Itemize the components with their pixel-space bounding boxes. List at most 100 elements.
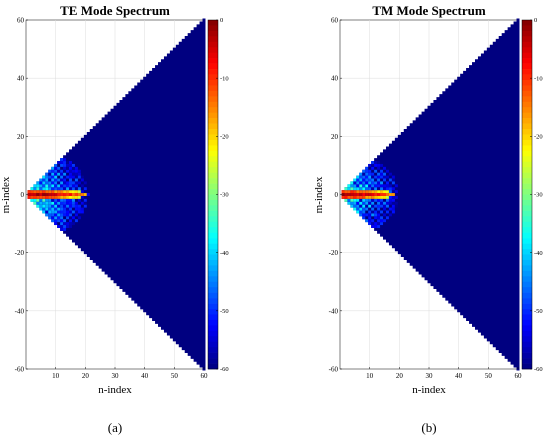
heatmap-cell xyxy=(60,219,64,223)
y-tick-label: -20 xyxy=(15,249,25,257)
heatmap-cell xyxy=(77,195,81,199)
heatmap-cell xyxy=(69,225,72,228)
heatmap-cell xyxy=(60,187,64,191)
colorbar-segment xyxy=(208,259,218,266)
heatmap-cell xyxy=(57,204,61,208)
colorbar-segment xyxy=(522,347,532,353)
heatmap-cell xyxy=(60,225,64,228)
heatmap-cell xyxy=(388,190,392,194)
x-tick-label: 40 xyxy=(141,372,149,380)
heatmap-cell xyxy=(344,190,348,194)
heatmap-cell xyxy=(356,178,360,182)
heatmap-cell xyxy=(74,204,78,208)
colorbar-segment xyxy=(522,270,532,277)
colorbar-segment xyxy=(208,189,218,195)
colorbar-segment xyxy=(208,265,218,272)
heatmap-cell xyxy=(63,161,67,164)
heatmap-cell xyxy=(71,163,75,167)
tm-y-ticks: -60 -40 -20 0 20 40 60 xyxy=(329,17,342,374)
heatmap-cell xyxy=(71,193,75,196)
heatmap-cell xyxy=(380,210,384,214)
heatmap-cell xyxy=(69,216,72,220)
heatmap-cell xyxy=(374,190,378,194)
heatmap-cell xyxy=(377,225,381,228)
heatmap-cell xyxy=(71,210,75,214)
heatmap-cell xyxy=(54,210,58,214)
heatmap-cell xyxy=(48,193,52,196)
heatmap-cell xyxy=(63,225,67,228)
heatmap-cell xyxy=(371,178,375,182)
heatmap-cell xyxy=(380,172,384,176)
heatmap-cell xyxy=(45,175,49,179)
colorbar-segment xyxy=(522,79,532,86)
heatmap-cell xyxy=(80,195,84,199)
heatmap-cell xyxy=(42,190,46,194)
heatmap-cell xyxy=(71,195,75,199)
colorbar-segment xyxy=(208,363,218,370)
colorbar-segment xyxy=(208,47,218,54)
heatmap-cell xyxy=(66,181,70,185)
colorbar-segment xyxy=(208,341,218,348)
colorbar-segment xyxy=(522,238,532,244)
colorbar-segment xyxy=(522,281,532,288)
heatmap-cell xyxy=(368,219,372,223)
heatmap-cell xyxy=(63,163,67,167)
heatmap-cell xyxy=(60,195,64,199)
heatmap-cell xyxy=(74,178,78,182)
colorbar-segment xyxy=(522,287,532,293)
heatmap-cell xyxy=(63,187,67,191)
heatmap-cell xyxy=(48,198,52,202)
heatmap-cell xyxy=(368,210,372,214)
heatmap-cell xyxy=(63,210,67,214)
colorbar-segment xyxy=(522,69,532,75)
heatmap-cell xyxy=(380,216,384,220)
colorbar-segment xyxy=(208,172,218,179)
heatmap-cell xyxy=(383,207,386,211)
heatmap-cell xyxy=(51,187,55,191)
tm-heatmap-cells xyxy=(341,18,520,371)
heatmap-cell xyxy=(42,193,46,196)
y-tick-label: 40 xyxy=(331,75,339,83)
heatmap-cell xyxy=(69,178,72,182)
colorbar-segment xyxy=(522,20,532,26)
heatmap-cell xyxy=(365,201,369,205)
heatmap-cell xyxy=(63,213,67,217)
heatmap-cell xyxy=(69,219,72,223)
heatmap-cell xyxy=(383,219,386,223)
heatmap-cell xyxy=(359,204,363,208)
colorbar-segment xyxy=(522,303,532,310)
heatmap-cell xyxy=(77,169,81,173)
colorbar-segment xyxy=(208,336,218,343)
colorbar-segment xyxy=(522,243,532,250)
x-tick-label: 60 xyxy=(515,372,523,380)
heatmap-cell xyxy=(391,198,395,202)
colorbar-segment xyxy=(208,254,218,261)
heatmap-cell xyxy=(45,213,49,217)
heatmap-cell xyxy=(368,193,372,196)
heatmap-cell xyxy=(42,207,46,211)
heatmap-cell xyxy=(362,213,366,217)
y-tick-label: 60 xyxy=(331,17,339,25)
colorbar-segment xyxy=(522,150,532,157)
heatmap-cell xyxy=(48,181,52,185)
heatmap-cell xyxy=(380,187,384,191)
heatmap-cell xyxy=(86,193,90,196)
heatmap-cell xyxy=(63,227,67,231)
heatmap-cell xyxy=(377,195,381,199)
colorbar-segment xyxy=(522,183,532,190)
heatmap-cell xyxy=(66,198,70,202)
heatmap-cell xyxy=(74,219,78,223)
x-tick-label: 50 xyxy=(171,372,179,380)
x-tick-label: 20 xyxy=(396,372,404,380)
heatmap-cell xyxy=(39,181,43,185)
heatmap-cell xyxy=(30,190,34,194)
heatmap-cell xyxy=(57,161,61,164)
heatmap-cell xyxy=(51,219,55,223)
heatmap-cell xyxy=(391,190,395,194)
colorbar-segment xyxy=(522,205,532,212)
heatmap-cell xyxy=(71,169,75,173)
heatmap-cell xyxy=(77,204,81,208)
heatmap-cell xyxy=(350,193,354,196)
heatmap-cell xyxy=(45,184,49,188)
heatmap-cell xyxy=(371,172,375,176)
